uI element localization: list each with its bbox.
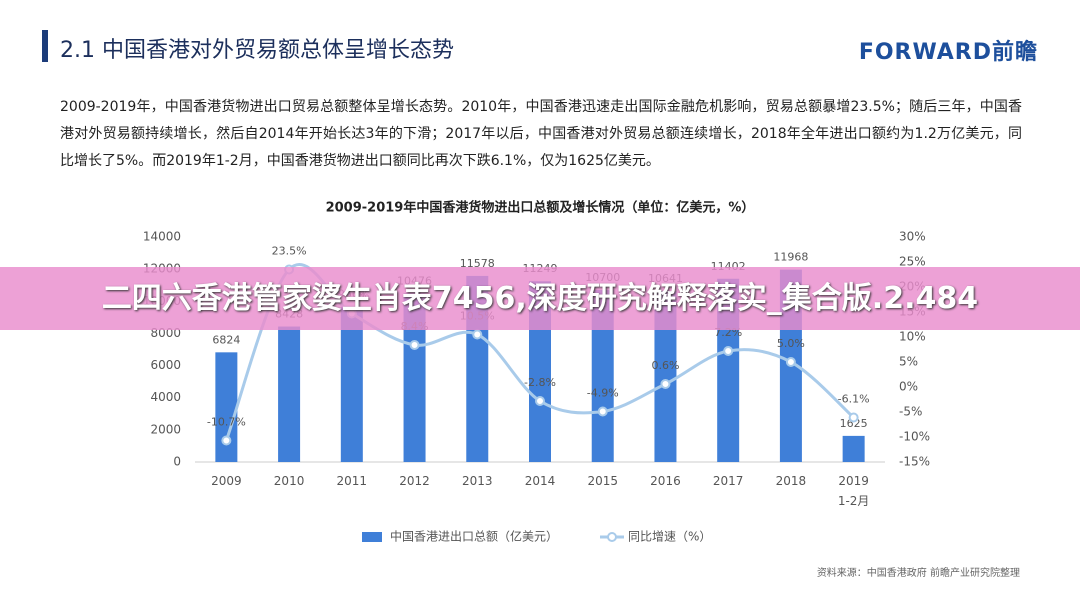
x-tick-label: 2014 [524, 474, 556, 488]
line-marker [848, 412, 859, 423]
bar-label: 11968 [773, 251, 808, 264]
banner: 二四六香港管家婆生肖表7456,深度研究解释落实_集合版.2.484 [0, 267, 1080, 330]
y2-tick-label: -15% [899, 455, 930, 469]
legend-label: 中国香港进出口总额（亿美元） [390, 529, 558, 544]
bar-label: 6824 [212, 333, 240, 346]
line-marker [597, 406, 608, 417]
bar [278, 326, 301, 462]
x-tick-label: 2018 [775, 474, 807, 488]
x-tick-label: 2016 [650, 474, 681, 488]
title-accent [42, 30, 48, 62]
y2-tick-label: 30% [899, 230, 926, 244]
x-tick-label: 2010 [273, 474, 305, 488]
line-label: 5.0% [777, 337, 805, 350]
y-tick-label: 6000 [150, 358, 181, 372]
y-tick-label: 4000 [150, 390, 181, 404]
y-tick-label: 2000 [150, 422, 181, 436]
y2-tick-label: -10% [899, 430, 930, 444]
legend-swatch [607, 532, 617, 542]
line [224, 263, 855, 442]
y-tick-label: 14000 [143, 230, 181, 244]
line-marker [472, 329, 483, 340]
x-tick-label: 2015 [587, 474, 618, 488]
line-label: -10.7% [207, 416, 246, 429]
bar [403, 293, 426, 462]
bar [591, 290, 614, 462]
paragraph: 2009-2019年，中国香港货物进出口贸易总额整体呈增长态势。2010年，中国… [60, 99, 1022, 169]
line-label: -2.8% [524, 376, 556, 389]
legend-swatch [362, 532, 382, 542]
x-tick-label: 2012 [399, 474, 430, 488]
slide-title: 2.1 中国香港对外贸易额总体呈增长态势 [60, 38, 454, 63]
line-marker [785, 357, 796, 367]
x-tick-label: 2013 [461, 474, 493, 488]
bar-label: 11578 [460, 257, 495, 270]
x-tick-label: 2019 1-2月 [837, 474, 870, 508]
line-label: 0.6% [651, 359, 679, 372]
line-label: 23.5% [272, 245, 307, 258]
legend-label: 同比增速（%） [628, 530, 711, 544]
y2-tick-label: 0% [899, 380, 918, 394]
line-marker [221, 435, 232, 446]
y2-tick-label: 5% [899, 355, 918, 369]
line-label: -4.9% [587, 387, 619, 400]
bar [654, 290, 677, 462]
x-tick-label: 2017 [712, 474, 744, 488]
y2-tick-label: -5% [899, 405, 922, 419]
source: 资料来源：中国香港政府 前瞻产业研究院整理 [816, 568, 1020, 579]
y-tick-label: 0 [173, 455, 181, 469]
bar-label: 1625 [840, 417, 868, 430]
chart-title: 2009-2019年中国香港货物进出口总额及增长情况（单位：亿美元，%） [326, 200, 755, 216]
y2-tick-label: 25% [899, 255, 926, 269]
line-marker [535, 396, 545, 406]
line-marker [723, 346, 734, 356]
line-marker [409, 340, 420, 350]
x-tick-label: 2011 [336, 474, 368, 488]
bar [340, 306, 363, 462]
bar [215, 352, 238, 462]
logo: FORWARD前瞻 [858, 40, 1038, 65]
y2-tick-label: 10% [899, 330, 926, 344]
bar [842, 435, 865, 462]
line-label: -6.1% [838, 393, 870, 406]
x-tick-label: 2009 [211, 474, 242, 488]
line-marker [660, 379, 671, 389]
